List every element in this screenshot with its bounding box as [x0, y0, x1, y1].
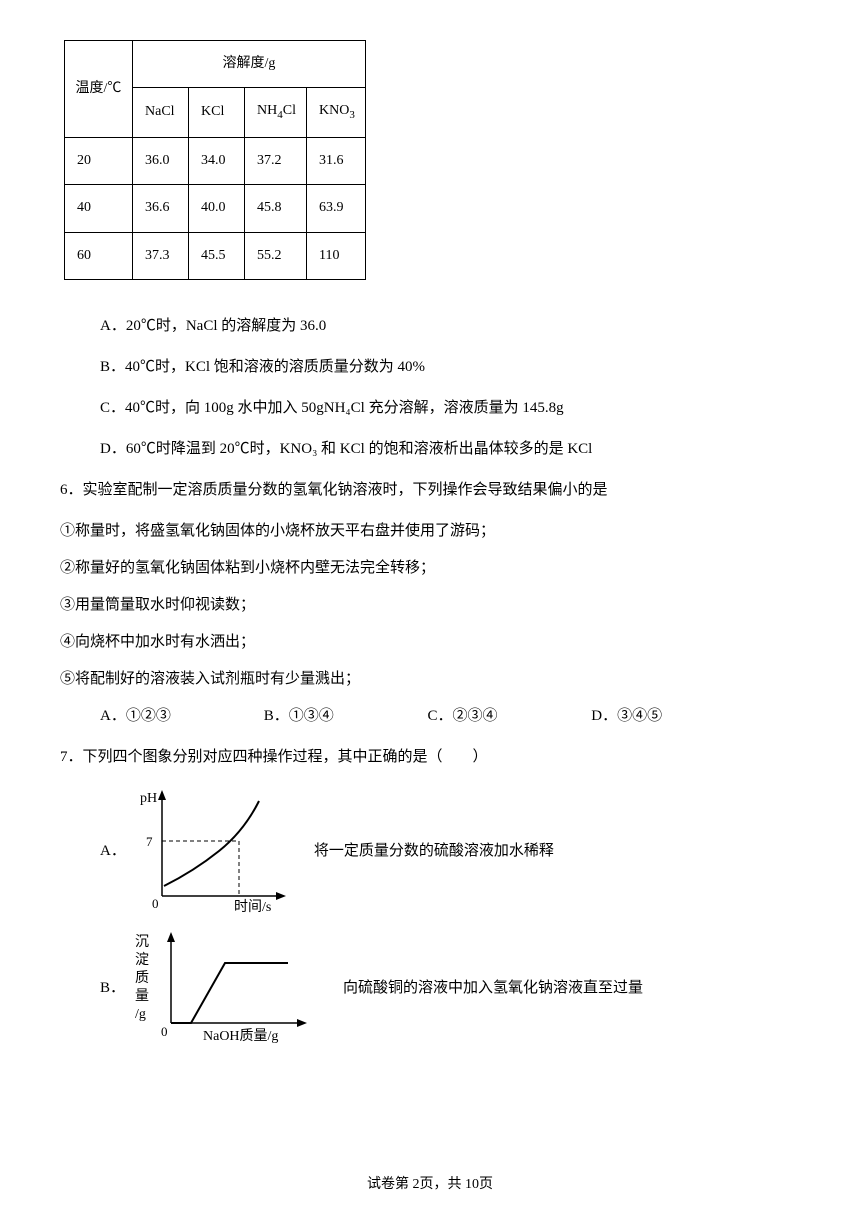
page-footer: 试卷第 2页，共 10页	[0, 1174, 860, 1196]
q6-sub3: ③用量筒量取水时仰视读数；	[60, 589, 800, 622]
table-header-solubility: 溶解度/g	[133, 41, 366, 88]
graph-a-icon: pH 0 时间/s 7	[134, 786, 294, 916]
svg-text:质: 质	[135, 970, 149, 986]
q7-optB-label: B．	[100, 976, 125, 1000]
q5-option-a: A．20℃时，NaCl 的溶解度为 36.0	[100, 310, 800, 343]
q5-option-d: D．60℃时降温到 20℃时，KNO₃ 和 KCl 的饱和溶液析出晶体较多的是 …	[100, 433, 800, 466]
q6-sub2: ②称量好的氢氧化钠固体粘到小烧杯内壁无法完全转移；	[60, 552, 800, 585]
q6-options: A．①②③ B．①③④ C．②③④ D．③④⑤	[100, 700, 800, 733]
q6-option-c: C．②③④	[428, 700, 588, 733]
q6-sub1: ①称量时，将盛氢氧化钠固体的小烧杯放天平右盘并使用了游码；	[60, 515, 800, 548]
svg-text:时间/s: 时间/s	[234, 899, 271, 915]
col-kno3: KNO3	[306, 88, 365, 137]
q5-option-c: C．40℃时，向 100g 水中加入 50gNH₄Cl 充分溶解，溶液质量为 1…	[100, 392, 800, 425]
q7-optA-desc: 将一定质量分数的硫酸溶液加水稀释	[314, 839, 554, 863]
svg-text:0: 0	[161, 1024, 168, 1039]
svg-text:/g: /g	[135, 1007, 146, 1022]
q6-sub4: ④向烧杯中加水时有水洒出；	[60, 626, 800, 659]
svg-text:7: 7	[146, 834, 153, 849]
solubility-table: 温度/℃ 溶解度/g NaCl KCl NH4Cl KNO3 20 36.0 3…	[64, 40, 366, 280]
table-row: 60 37.3 45.5 55.2 110	[65, 232, 366, 279]
col-nacl: NaCl	[133, 88, 189, 137]
q6-sub5: ⑤将配制好的溶液装入试剂瓶时有少量溅出；	[60, 663, 800, 696]
q7-option-a: A． pH 0 时间/s 7 将一定质量分数的硫酸溶液加水稀释	[100, 786, 800, 916]
table-header-temp: 温度/℃	[65, 41, 133, 138]
q7-option-b: B． 沉 淀 质 量 /g 0 NaOH质量/g 向硫酸铜的溶液中加入氢氧化钠溶…	[100, 928, 800, 1048]
svg-text:淀: 淀	[135, 952, 149, 968]
svg-text:量: 量	[135, 988, 149, 1004]
q6-option-a: A．①②③	[100, 700, 260, 733]
svg-text:0: 0	[152, 896, 159, 911]
col-nh4cl: NH4Cl	[245, 88, 307, 137]
q6-option-b: B．①③④	[264, 700, 424, 733]
q7-optB-desc: 向硫酸铜的溶液中加入氢氧化钠溶液直至过量	[343, 976, 643, 1000]
graph-b-icon: 沉 淀 质 量 /g 0 NaOH质量/g	[133, 928, 323, 1048]
svg-text:沉: 沉	[135, 934, 149, 950]
q6-option-d: D．③④⑤	[591, 700, 751, 733]
q7-optA-label: A．	[100, 839, 126, 863]
table-row: 40 36.6 40.0 45.8 63.9	[65, 185, 366, 232]
svg-text:NaOH质量/g: NaOH质量/g	[203, 1028, 278, 1044]
q6-stem: 6．实验室配制一定溶质质量分数的氢氧化钠溶液时，下列操作会导致结果偏小的是	[60, 474, 800, 507]
q7-stem: 7．下列四个图象分别对应四种操作过程，其中正确的是（ ）	[60, 741, 800, 774]
svg-text:pH: pH	[140, 791, 157, 806]
col-kcl: KCl	[189, 88, 245, 137]
table-row: 20 36.0 34.0 37.2 31.6	[65, 137, 366, 184]
q5-option-b: B．40℃时，KCl 饱和溶液的溶质质量分数为 40%	[100, 351, 800, 384]
